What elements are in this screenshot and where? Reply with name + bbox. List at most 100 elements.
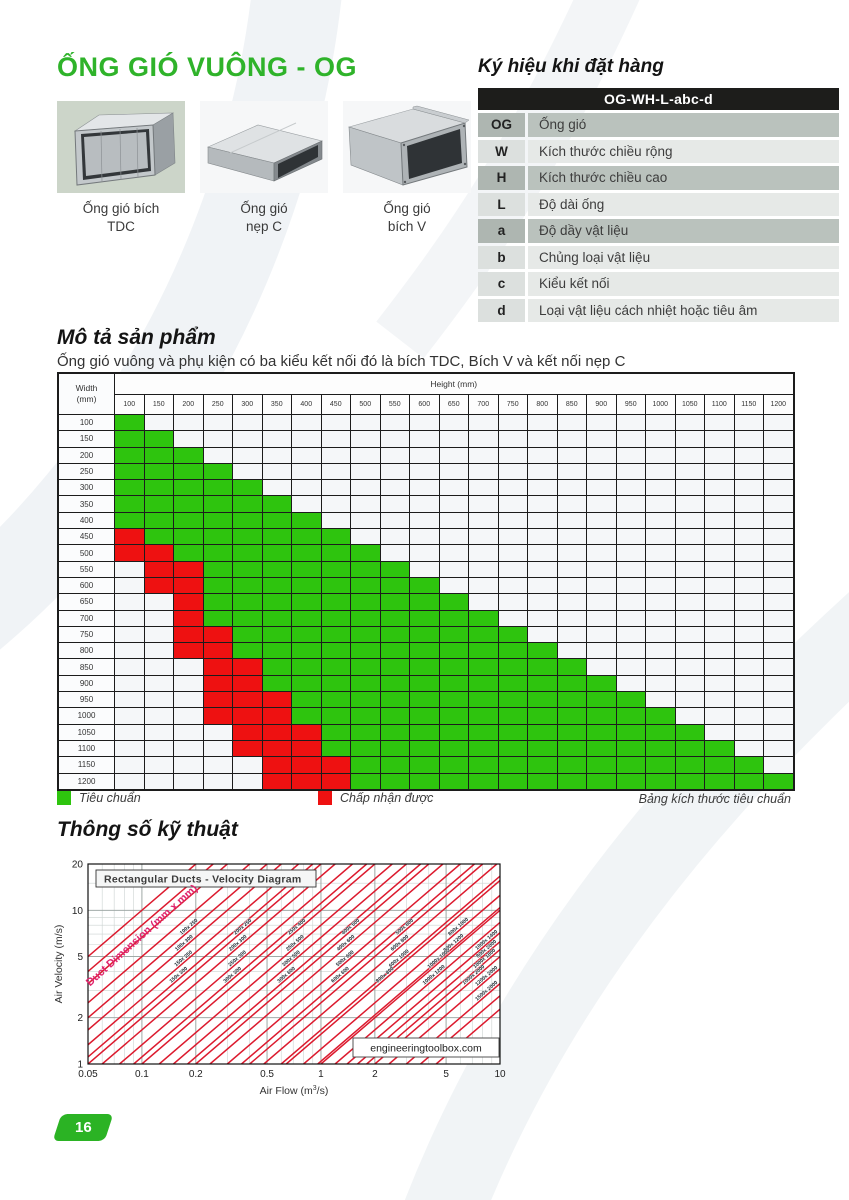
matrix-cell: [144, 577, 173, 594]
matrix-cell: [233, 724, 262, 740]
matrix-cell: [203, 675, 232, 692]
matrix-cell: [705, 529, 734, 545]
specs-heading: Thông số kỹ thuật: [57, 818, 238, 841]
matrix-cell: [233, 529, 262, 545]
matrix-cell: [675, 480, 704, 496]
x-tick-label: 5: [443, 1069, 449, 1080]
matrix-cell: [144, 643, 173, 659]
matrix-cell: [233, 692, 262, 708]
duct-line: [133, 864, 368, 1064]
matrix-cell: [174, 740, 203, 757]
matrix-cell: [410, 415, 439, 431]
ordering-row-a: a Độ dầy vật liệu: [478, 219, 839, 243]
matrix-cell: [439, 529, 468, 545]
matrix-cell: [203, 561, 232, 577]
matrix-cell: [528, 463, 557, 480]
matrix-cell: [557, 447, 586, 463]
matrix-cell: [528, 577, 557, 594]
matrix-cell: [587, 496, 616, 512]
matrix-cell: [528, 757, 557, 773]
matrix-cell: [203, 496, 232, 512]
matrix-cell: [734, 610, 763, 626]
ordering-row-L: L Độ dài ống: [478, 192, 839, 216]
matrix-cell: [734, 447, 763, 463]
matrix-cell: [616, 577, 645, 594]
matrix-cell: [705, 773, 734, 789]
matrix-cell: [616, 610, 645, 626]
matrix-cell: [439, 675, 468, 692]
matrix-cell: [351, 512, 380, 529]
matrix-cell: [764, 545, 793, 561]
matrix-width-label: 800: [59, 643, 114, 659]
matrix-cell: [174, 480, 203, 496]
matrix-cell: [557, 773, 586, 789]
matrix-cell: [321, 675, 350, 692]
matrix-cell: [587, 577, 616, 594]
matrix-cell: [233, 757, 262, 773]
matrix-cell: [262, 708, 291, 724]
matrix-cell: [262, 431, 291, 447]
matrix-cell: [439, 496, 468, 512]
matrix-cell: [439, 740, 468, 757]
matrix-cell: [351, 480, 380, 496]
matrix-cell: [439, 447, 468, 463]
legend-red-swatch: [318, 791, 332, 805]
matrix-cell: [469, 659, 498, 675]
matrix-width-label: 1150: [59, 757, 114, 773]
matrix-cell: [144, 480, 173, 496]
matrix-cell: [351, 561, 380, 577]
matrix-cell: [233, 512, 262, 529]
watermark-text: engineeringtoolbox.com: [370, 1043, 482, 1055]
matrix-cell: [174, 773, 203, 789]
matrix-cell: [292, 594, 321, 610]
matrix-cell: [587, 529, 616, 545]
matrix-cell: [115, 659, 144, 675]
duct-line: [88, 864, 322, 1064]
matrix-cell: [498, 610, 527, 626]
product-figure-tdc: Ống gió bích TDC: [57, 101, 185, 236]
matrix-cell: [764, 740, 793, 757]
matrix-cell: [557, 415, 586, 431]
matrix-cell: [646, 577, 675, 594]
matrix-cell: [557, 529, 586, 545]
matrix-cell: [528, 496, 557, 512]
matrix-cell: [439, 626, 468, 643]
matrix-cell: [587, 512, 616, 529]
matrix-height-header: 1100: [705, 395, 734, 414]
matrix-cell: [587, 757, 616, 773]
matrix-legend: Tiêu chuẩn Chấp nhận được Bảng kích thướ…: [57, 791, 791, 809]
matrix-cell: [321, 659, 350, 675]
matrix-cell: [262, 415, 291, 431]
x-axis-title: Air Flow (m3/s): [260, 1085, 329, 1097]
matrix-cell: [233, 415, 262, 431]
x-tick-label: 0.05: [78, 1069, 98, 1080]
matrix-cell: [115, 529, 144, 545]
matrix-cell: [675, 431, 704, 447]
matrix-cell: [557, 480, 586, 496]
x-tick-label: 1: [318, 1069, 324, 1080]
matrix-cell: [351, 626, 380, 643]
matrix-cell: [646, 740, 675, 757]
matrix-cell: [528, 594, 557, 610]
x-tick-label: 0.2: [189, 1069, 203, 1080]
matrix-height-header: 350: [262, 395, 291, 414]
matrix-width-label: 200: [59, 447, 114, 463]
matrix-cell: [646, 757, 675, 773]
matrix-cell: [528, 415, 557, 431]
matrix-cell: [616, 545, 645, 561]
matrix-cell: [292, 496, 321, 512]
matrix-cell: [321, 643, 350, 659]
matrix-cell: [675, 659, 704, 675]
product-caption-nep-c: Ống gió nẹp C: [240, 201, 288, 234]
matrix-cell: [469, 773, 498, 789]
matrix-cell: [764, 659, 793, 675]
matrix-cell: [557, 675, 586, 692]
matrix-cell: [528, 724, 557, 740]
matrix-cell: [262, 545, 291, 561]
matrix-cell: [498, 626, 527, 643]
y-tick-label: 2: [77, 1013, 83, 1024]
matrix-corner-line: (mm): [76, 394, 97, 404]
matrix-cell: [587, 643, 616, 659]
matrix-cell: [203, 431, 232, 447]
